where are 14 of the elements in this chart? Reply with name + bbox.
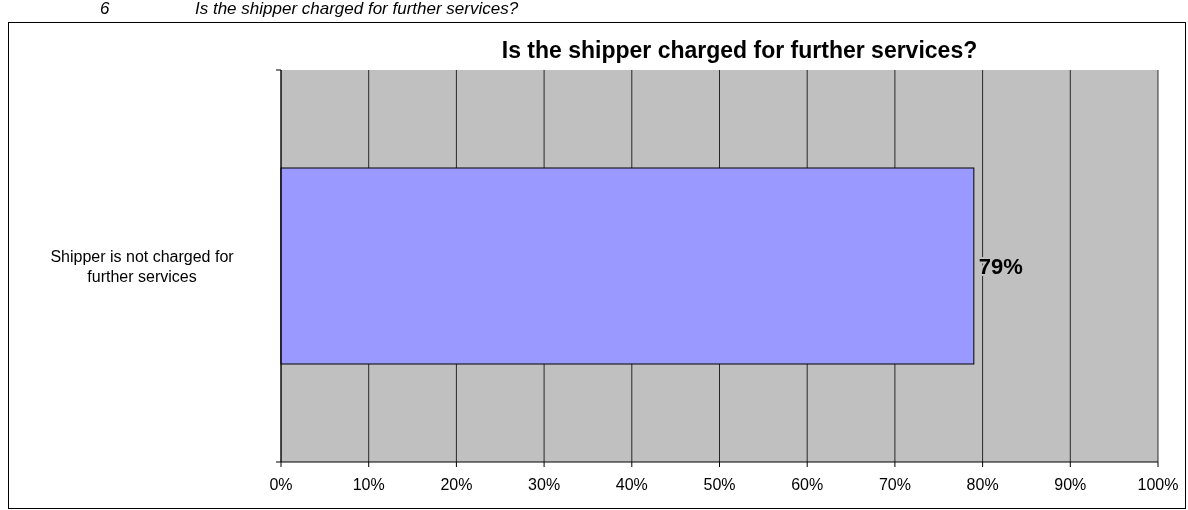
text: 6 Is the shipper charged for further services?: [100, 0, 519, 18]
x-tick-label: 50%: [703, 476, 736, 493]
x-tick-label: 30%: [528, 476, 561, 493]
x-tick-label: 90%: [1054, 476, 1087, 493]
x-tick-label: 20%: [440, 476, 473, 493]
x-tick-label: 0%: [269, 476, 293, 493]
y-tick-label: Shipper is not charged for further services: [50, 248, 235, 285]
chart-title: Is the shipper charged for further services?: [501, 37, 978, 63]
x-tick-label: 40%: [615, 476, 648, 493]
x-tick-label: 70%: [878, 476, 911, 493]
x-tick-label: 60%: [791, 476, 824, 493]
x-tick-label: 100%: [1137, 476, 1179, 493]
x-tick-label: 10%: [352, 476, 385, 493]
x-tick-label: 80%: [966, 476, 999, 493]
